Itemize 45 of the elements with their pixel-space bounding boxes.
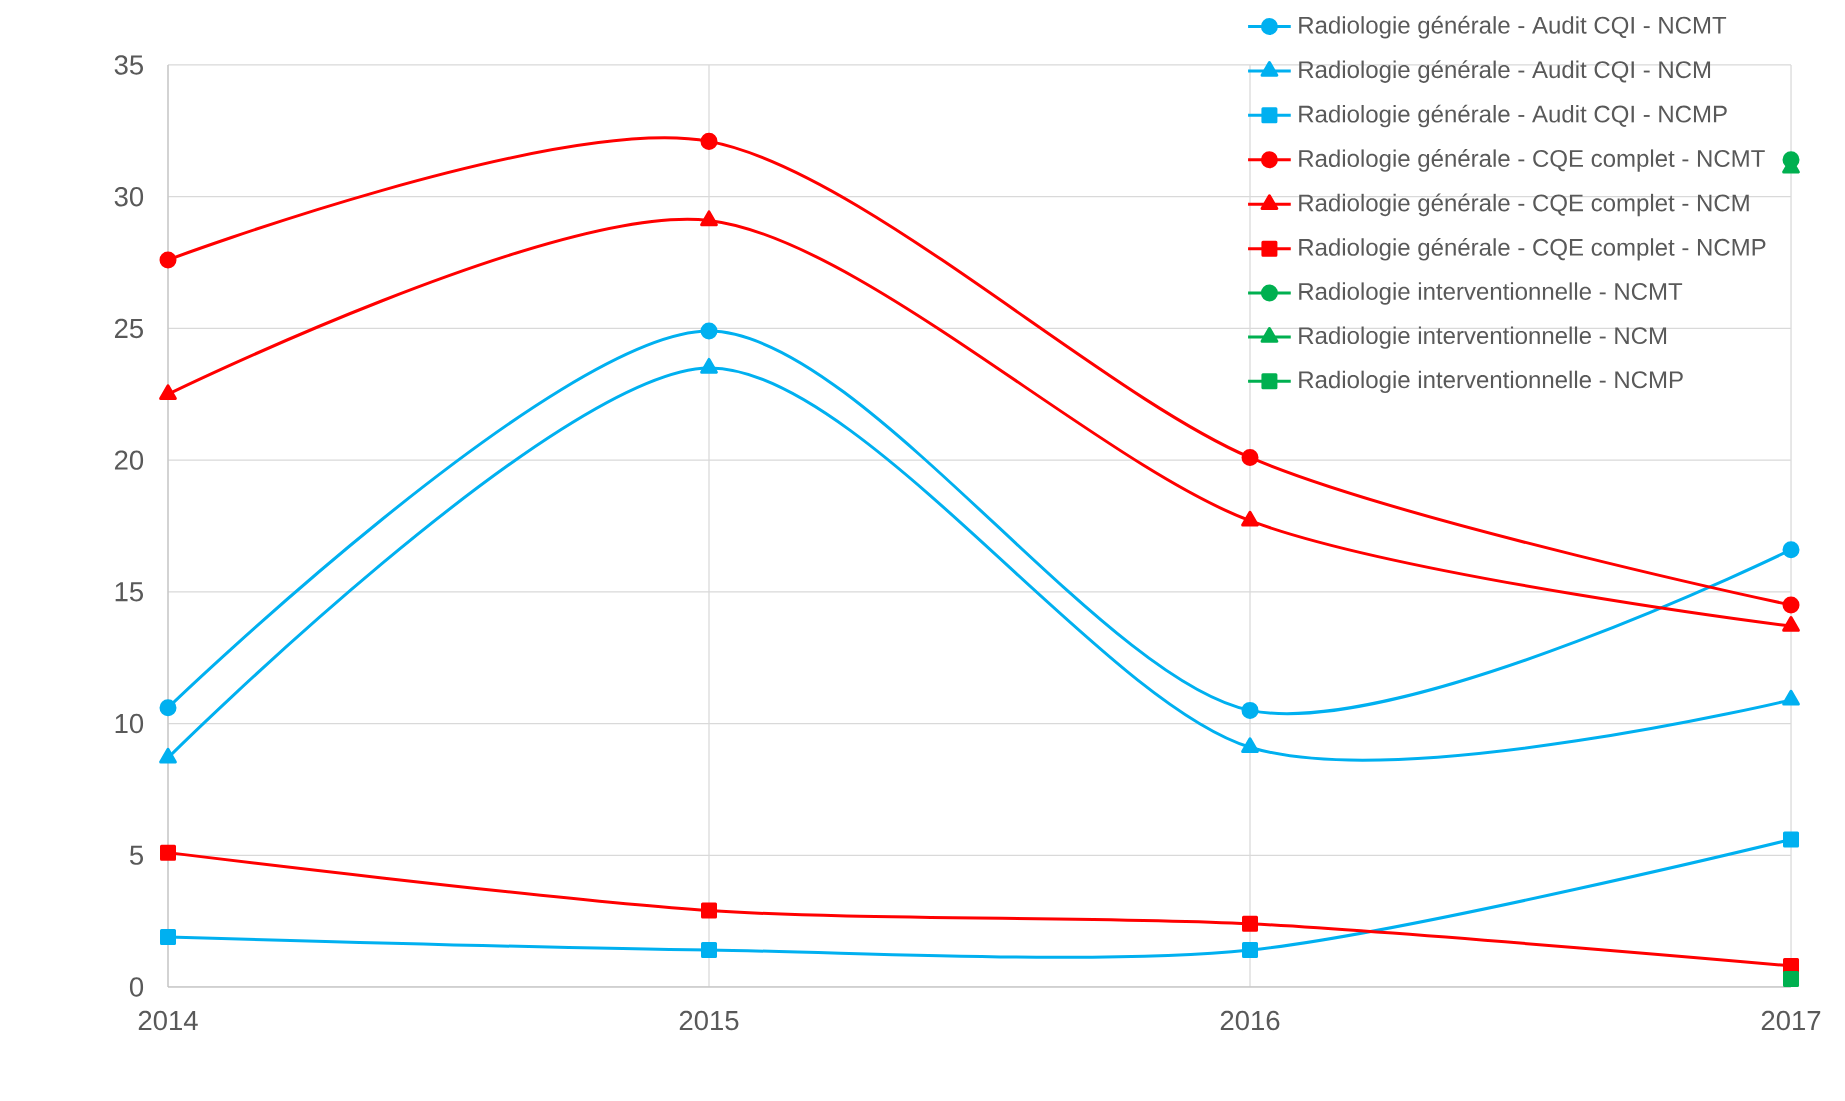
point [700, 132, 718, 150]
legend-label: Radiologie interventionnelle - NCMT [1299, 282, 1683, 305]
point [1241, 737, 1259, 754]
point [1241, 510, 1259, 527]
y-tick-label: 5 [129, 845, 143, 865]
y-tick-label: 25 [114, 318, 143, 339]
legend-label: Radiologie générale - CQE complet - NCM [1299, 193, 1749, 217]
point [700, 322, 718, 340]
point [159, 747, 177, 764]
x-tick-label: 2016 [1220, 1010, 1280, 1031]
point [1783, 831, 1800, 848]
point [700, 210, 718, 227]
point [1241, 448, 1259, 466]
legend-label: Radiologie générale - Audit CQI - NCM [1299, 60, 1711, 83]
legend-label: Radiologie générale - Audit CQI - NCMP [1299, 104, 1727, 128]
point [701, 902, 718, 919]
point [160, 928, 177, 945]
y-tick-label: 35 [114, 55, 143, 75]
x-tick-label: 2015 [679, 1010, 739, 1031]
point [1782, 596, 1800, 614]
point [159, 384, 177, 401]
y-tick-label: 30 [114, 186, 144, 207]
point [159, 699, 177, 717]
legend-label: Radiologie interventionnelle - NCM [1299, 326, 1667, 349]
y-tick-label: 0 [129, 977, 144, 997]
x-tick-label: 2017 [1761, 1010, 1821, 1031]
legend-label: Radiologie générale - CQE complet - NCMT [1299, 149, 1765, 172]
y-tick-label: 15 [115, 582, 143, 602]
y-tick-label: 10 [115, 713, 144, 734]
point [1242, 942, 1259, 959]
point [160, 844, 177, 861]
legend-label: Radiologie interventionnelle - NCMP [1299, 370, 1683, 393]
point [700, 357, 718, 374]
legend-label: Radiologie générale - CQE complet - NCMP [1299, 237, 1766, 261]
y-tick-label: 20 [114, 450, 144, 470]
point [159, 251, 177, 269]
point [1782, 689, 1800, 706]
x-tick-label: 2014 [138, 1010, 198, 1031]
point [701, 942, 718, 959]
point [1242, 915, 1259, 932]
point [1241, 701, 1259, 719]
point [1782, 541, 1800, 559]
legend-label: Radiologie générale - Audit CQI - NCMT [1299, 15, 1727, 39]
point [1782, 616, 1800, 632]
point [1783, 971, 1800, 988]
